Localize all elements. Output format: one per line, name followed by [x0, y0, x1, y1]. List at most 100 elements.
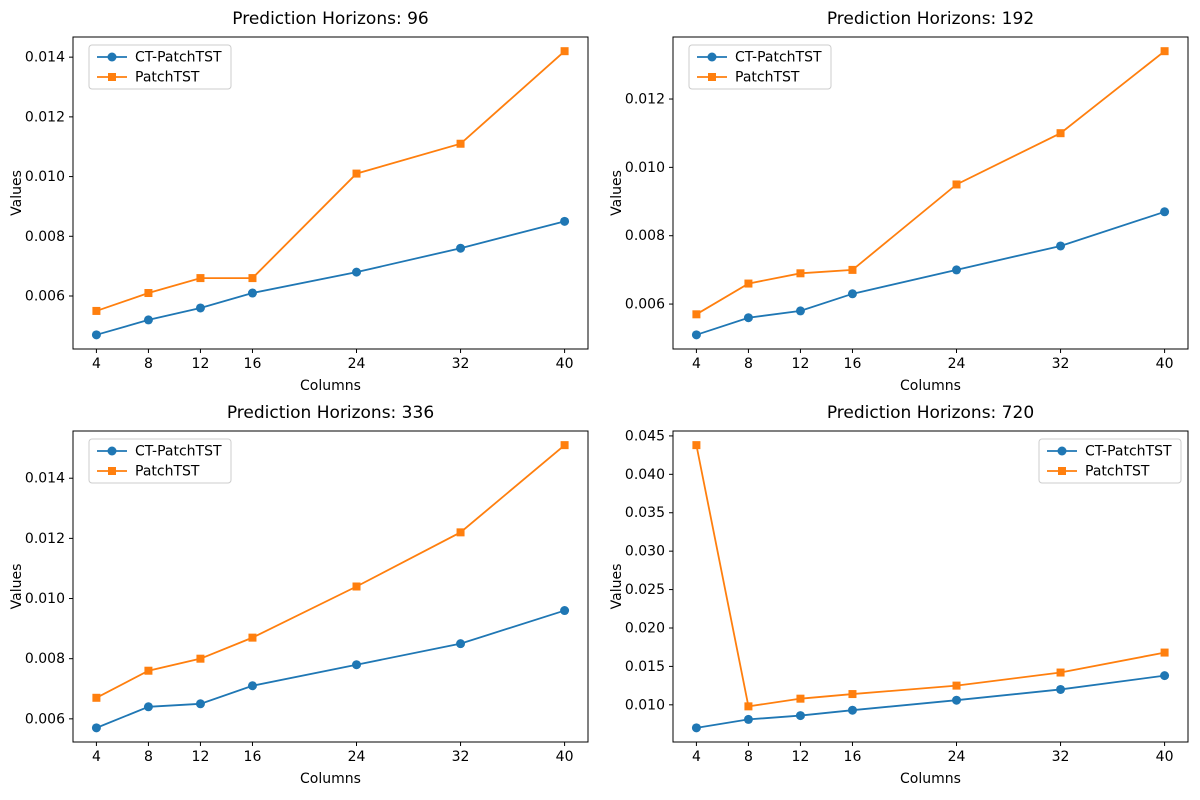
legend: CT-PatchTST PatchTST — [88, 438, 232, 484]
y-tick-label: 0.010 — [25, 169, 65, 185]
x-tick-label: 4 — [692, 356, 701, 372]
data-point-CT-PatchTST — [560, 606, 570, 616]
data-point-CT-PatchTST — [743, 313, 753, 323]
data-point-CT-PatchTST — [247, 288, 257, 298]
data-point-PatchTST — [848, 265, 857, 274]
data-point-PatchTST — [560, 47, 569, 56]
series-line-PatchTST — [695, 444, 1165, 708]
x-axis-label: Columns — [900, 771, 961, 787]
data-point-PatchTST — [144, 666, 153, 675]
legend-label-CT-PatchTST: CT-PatchTST — [135, 444, 222, 460]
data-point-CT-PatchTST — [195, 699, 205, 709]
legend-label-CT-PatchTST: CT-PatchTST — [1085, 444, 1172, 460]
legend-marker-CT-PatchTST — [707, 52, 717, 62]
y-tick-label: 0.015 — [625, 659, 665, 675]
plot-area — [72, 36, 589, 350]
y-tick-label: 0.030 — [625, 544, 665, 560]
data-point-CT-PatchTST — [143, 315, 153, 325]
legend-label-PatchTST: PatchTST — [735, 70, 800, 86]
data-point-CT-PatchTST — [795, 306, 805, 316]
series-line-PatchTST — [695, 50, 1166, 316]
legend-marker-CT-PatchTST — [107, 52, 117, 62]
x-tick-label: 16 — [244, 749, 262, 765]
chart-title: Prediction Horizons: 336 — [227, 403, 434, 423]
chart-title: Prediction Horizons: 192 — [827, 9, 1034, 29]
data-point-PatchTST — [196, 654, 205, 663]
data-point-PatchTST — [1056, 129, 1065, 138]
data-point-CT-PatchTST — [743, 714, 753, 724]
data-point-PatchTST — [144, 289, 153, 298]
x-tick-label: 12 — [192, 356, 210, 372]
y-tick-label: 0.006 — [25, 711, 65, 727]
data-point-PatchTST — [796, 269, 805, 278]
data-point-CT-PatchTST — [1160, 671, 1170, 681]
legend: CT-PatchTST PatchTST — [1038, 438, 1182, 484]
legend-label-CT-PatchTST: CT-PatchTST — [135, 50, 222, 66]
data-point-CT-PatchTST — [456, 243, 466, 253]
legend-marker-PatchTST — [1058, 467, 1066, 475]
series-line-CT-PatchTST — [96, 609, 565, 729]
y-tick-label: 0.012 — [25, 109, 65, 125]
data-point-PatchTST — [848, 690, 857, 699]
data-point-CT-PatchTST — [847, 289, 857, 299]
x-tick-label: 32 — [452, 356, 470, 372]
data-point-PatchTST — [456, 139, 465, 148]
x-tick-label: 40 — [556, 356, 574, 372]
chart-title: Prediction Horizons: 720 — [827, 403, 1034, 423]
x-tick-label: 8 — [744, 356, 753, 372]
data-point-PatchTST — [196, 274, 205, 283]
data-point-CT-PatchTST — [143, 702, 153, 712]
subplot-prediction-horizon-336: Prediction Horizons: 336 4 8 12 16 24 32 40 0.00… — [0, 400, 600, 800]
legend-label-PatchTST: PatchTST — [135, 464, 200, 480]
data-point-CT-PatchTST — [1160, 207, 1170, 217]
legend-label-PatchTST: PatchTST — [135, 70, 200, 86]
legend-label-PatchTST: PatchTST — [1085, 464, 1150, 480]
data-point-CT-PatchTST — [456, 639, 466, 649]
subplot-prediction-horizon-192: Prediction Horizons: 192 4 8 12 16 24 32 40 0.00… — [600, 0, 1200, 400]
x-tick-label: 32 — [1052, 356, 1070, 372]
x-tick-label: 40 — [1156, 356, 1174, 372]
x-axis-label: Columns — [900, 378, 961, 394]
x-tick-label: 24 — [948, 356, 966, 372]
plot-area — [672, 36, 1189, 350]
data-point-CT-PatchTST — [847, 705, 857, 715]
x-tick-label: 4 — [692, 749, 701, 765]
data-point-CT-PatchTST — [952, 265, 962, 275]
data-point-CT-PatchTST — [352, 660, 362, 670]
series-line-CT-PatchTST — [696, 210, 1165, 336]
data-point-CT-PatchTST — [1056, 684, 1066, 694]
y-axis-label: Values — [9, 564, 25, 610]
series-line-CT-PatchTST — [696, 674, 1165, 729]
data-point-PatchTST — [692, 310, 701, 319]
legend-box — [88, 438, 232, 484]
y-tick-label: 0.020 — [625, 620, 665, 636]
x-tick-label: 4 — [92, 356, 101, 372]
legend-marker-CT-PatchTST — [1057, 446, 1067, 456]
data-point-PatchTST — [92, 693, 101, 702]
x-tick-label: 32 — [452, 749, 470, 765]
x-tick-label: 8 — [144, 749, 153, 765]
data-point-PatchTST — [1056, 668, 1065, 677]
y-tick-label: 0.025 — [625, 582, 665, 598]
legend: CT-PatchTST PatchTST — [688, 44, 832, 90]
y-tick-label: 0.010 — [25, 591, 65, 607]
x-tick-label: 24 — [948, 749, 966, 765]
x-tick-label: 40 — [1156, 749, 1174, 765]
data-point-CT-PatchTST — [560, 216, 570, 226]
y-tick-label: 0.014 — [25, 50, 65, 66]
y-tick-label: 0.010 — [625, 697, 665, 713]
chart-title: Prediction Horizons: 96 — [232, 9, 428, 29]
data-point-CT-PatchTST — [352, 267, 362, 277]
legend-marker-PatchTST — [708, 73, 716, 81]
plot-area — [72, 430, 589, 743]
x-tick-label: 40 — [556, 749, 574, 765]
data-point-CT-PatchTST — [952, 695, 962, 705]
series-line-CT-PatchTST — [96, 220, 565, 336]
x-tick-label: 16 — [844, 356, 862, 372]
x-tick-label: 8 — [144, 356, 153, 372]
legend-box — [688, 44, 832, 90]
data-point-CT-PatchTST — [691, 723, 701, 733]
legend-marker-CT-PatchTST — [107, 446, 117, 456]
data-point-PatchTST — [92, 306, 101, 315]
y-tick-label: 0.012 — [625, 92, 665, 108]
